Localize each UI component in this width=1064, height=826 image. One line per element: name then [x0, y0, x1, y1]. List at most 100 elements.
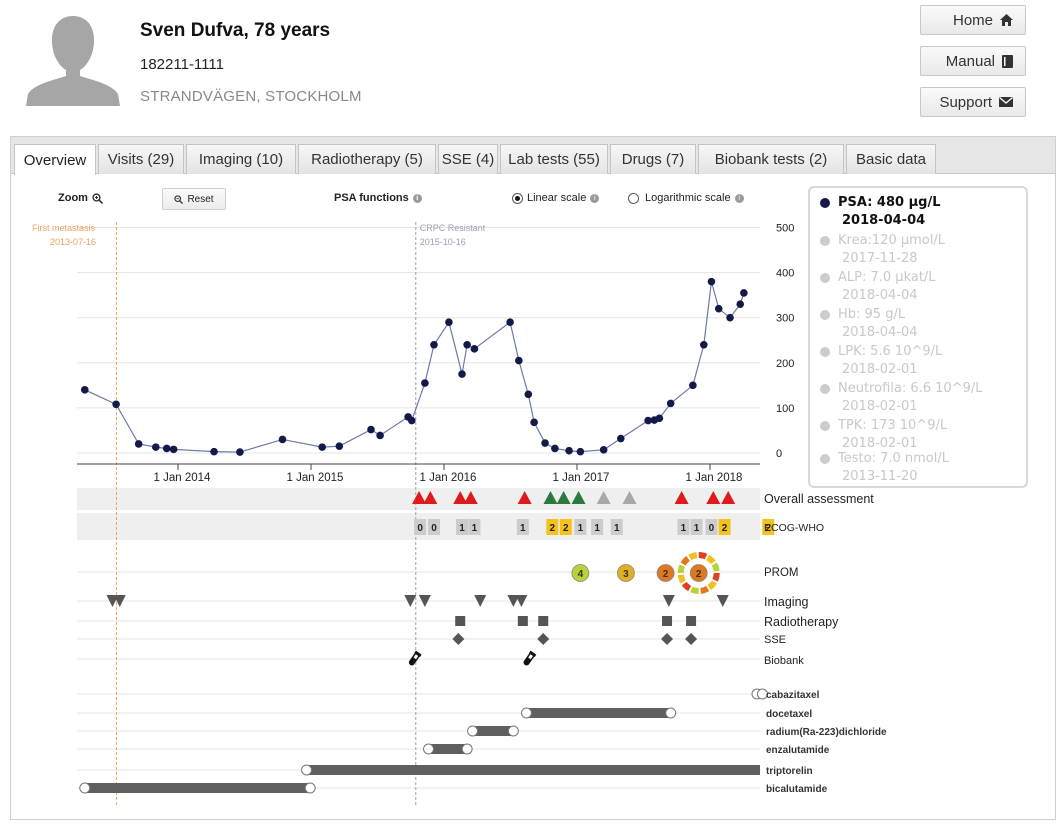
tab-overview[interactable]: Overview [14, 144, 96, 175]
ecog-score: 1 [578, 523, 584, 534]
info-icon: i [412, 193, 422, 203]
drug-start-cap [301, 764, 313, 776]
legend-item-tpk[interactable]: TPK: 173 10^9/L 2018-02-01 [820, 417, 947, 453]
tab-drugs[interactable]: Drugs (7) [610, 144, 696, 174]
psa-point [655, 414, 664, 423]
tab-label: Biobank tests (2) [714, 151, 828, 168]
psa-point [666, 399, 675, 408]
tab-visits[interactable]: Visits (29) [98, 144, 184, 174]
legend-label: Testo: 7.0 nmol/L [838, 451, 949, 466]
prom-ring-segment [688, 552, 698, 561]
patient-avatar [26, 10, 120, 106]
zoom-control[interactable]: Zoom [58, 192, 103, 204]
legend-label: ALP: 7.0 µkat/L [838, 270, 936, 285]
ecog-score: 1 [520, 523, 526, 534]
biobank-tube-icon [523, 650, 537, 666]
legend-item-lpk[interactable]: LPK: 5.6 10^9/L 2018-02-01 [820, 343, 942, 379]
legend-item-hb[interactable]: Hb: 95 g/L 2018-04-04 [820, 306, 918, 342]
drug-end-cap [756, 688, 768, 700]
psa-point [599, 446, 608, 454]
biobank-tube-icon [408, 650, 422, 666]
tab-lab-tests[interactable]: Lab tests (55) [500, 144, 608, 174]
drug-end-cap [461, 743, 473, 755]
support-button[interactable]: Support [920, 87, 1026, 117]
legend-item-alp[interactable]: ALP: 7.0 µkat/L 2018-04-04 [820, 269, 936, 305]
row-label: Imaging [764, 595, 809, 609]
assessment-marker [721, 491, 736, 504]
prom-ring-segment [712, 572, 720, 582]
manual-button-label: Manual [945, 52, 995, 70]
patient-address: STRANDVÄGEN, STOCKHOLM [140, 88, 362, 105]
psa-line [84, 281, 745, 453]
linear-scale-option[interactable]: Linear scale i [512, 192, 600, 204]
tab-biobank-tests[interactable]: Biobank tests (2) [698, 144, 844, 174]
psa-point [151, 443, 160, 451]
imaging-marker [716, 595, 729, 607]
psa-point [530, 418, 538, 427]
psa-point [112, 400, 120, 409]
psa-point [541, 439, 549, 447]
reset-button[interactable]: Reset [162, 188, 226, 210]
psa-point [80, 386, 89, 394]
ecog-score: 2 [722, 523, 728, 534]
tab-radiotherapy[interactable]: Radiotherapy (5) [298, 144, 436, 174]
row-label: Radiotherapy [764, 615, 839, 629]
psa-point [162, 444, 171, 453]
ecog-box [414, 519, 427, 535]
patient-id: 182211-1111 [140, 56, 224, 73]
legend-label: Hb: 95 g/L [838, 307, 906, 322]
legend-item-psa[interactable]: PSA: 480 µg/L 2018-04-04 [820, 194, 940, 230]
row-label: SSE [764, 634, 786, 646]
tab-label: Lab tests (55) [508, 151, 600, 168]
lab-values-legend: PSA: 480 µg/L 2018-04-04 Krea:120 µmol/L 2… [808, 186, 1028, 488]
psa-point [169, 445, 178, 454]
legend-item-krea[interactable]: Krea:120 µmol/L 2017-11-28 [820, 232, 945, 268]
legend-item-testo[interactable]: Testo: 7.0 nmol/L 2013-11-20 [820, 450, 949, 486]
ecog-box [690, 519, 703, 535]
psa-functions-control[interactable]: PSA functions i [334, 192, 422, 204]
manual-button[interactable]: Manual [920, 46, 1026, 76]
legend-label: PSA: 480 µg/L [838, 195, 941, 210]
imaging-marker [404, 595, 417, 607]
psa-point [506, 318, 514, 327]
psa-point [458, 370, 466, 378]
log-scale-label: Logarithmic scale [645, 192, 731, 204]
assessment-marker [622, 491, 637, 504]
legend-item-neutrofila[interactable]: Neutrofila: 6.6 10^9/L 2018-02-01 [820, 380, 983, 416]
legend-marker [820, 421, 830, 431]
log-scale-option[interactable]: Logarithmic scale i [628, 192, 744, 204]
psa-point [524, 390, 533, 399]
psa-point [134, 440, 143, 448]
support-button-label: Support [939, 93, 992, 111]
radiotherapy-marker [686, 616, 697, 626]
drug-label: bicalutamide [766, 784, 828, 795]
home-button[interactable]: Home [920, 5, 1026, 35]
sse-marker [537, 633, 550, 645]
prom-score: 2 [696, 569, 702, 580]
tab-sse[interactable]: SSE (4) [438, 144, 498, 174]
sse-marker [685, 633, 698, 645]
legend-date: 2018-04-04 [842, 325, 918, 340]
prom-marker [656, 564, 675, 582]
tab-imaging[interactable]: Imaging (10) [186, 144, 296, 174]
ecog-box [610, 519, 623, 535]
envelope-icon [999, 97, 1013, 107]
info-icon: i [590, 193, 600, 203]
tab-label: Basic data [855, 151, 927, 168]
ecog-score: 0 [709, 523, 715, 534]
psa-point [700, 340, 708, 349]
ecog-score: 0 [431, 523, 437, 534]
tab-basic-data[interactable]: Basic data [846, 144, 936, 174]
home-button-label: Home [952, 11, 993, 29]
drug-start-cap [423, 743, 435, 755]
assessment-marker [517, 491, 532, 504]
psa-point [565, 446, 573, 455]
ecog-box [427, 519, 440, 535]
psa-point [644, 416, 652, 425]
legend-label: TPK: 173 10^9/L [838, 418, 948, 433]
zoom-out-icon [174, 194, 184, 204]
prom-marker [689, 564, 708, 582]
psa-point [278, 435, 287, 444]
assessment-marker [423, 491, 438, 504]
